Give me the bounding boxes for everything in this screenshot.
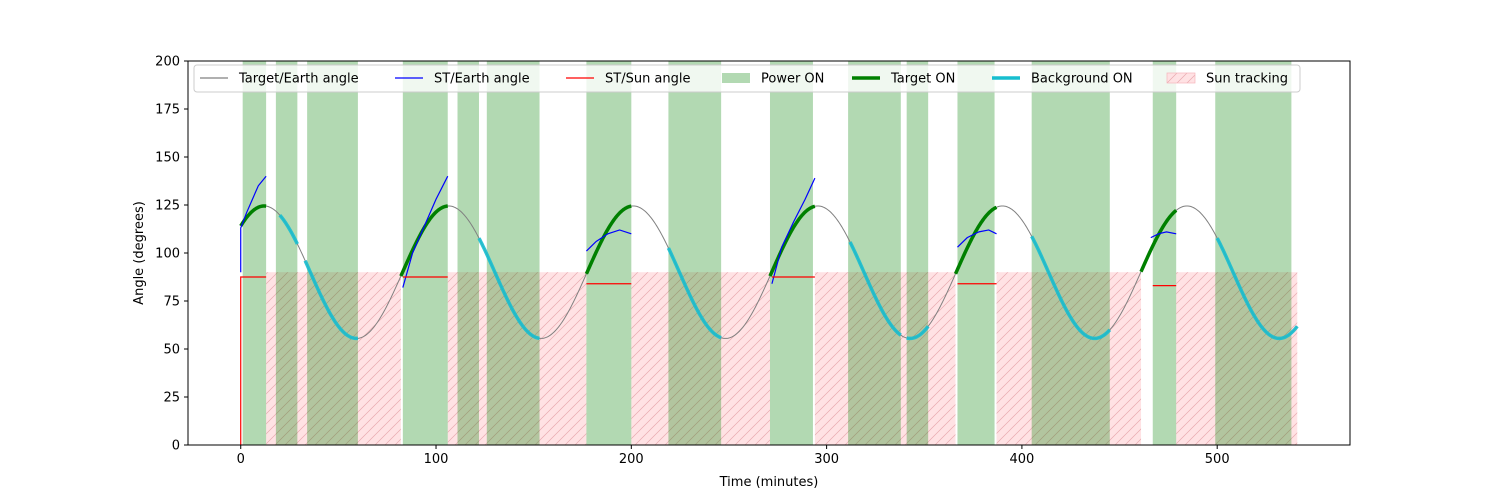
x-tick-label: 300 <box>814 452 839 467</box>
sun-tracking-region <box>266 272 401 445</box>
background-on-segment <box>1030 235 1112 341</box>
sun-tracking-layer <box>266 272 1298 445</box>
power-on-span <box>242 61 267 445</box>
legend-label: Target ON <box>890 72 955 87</box>
power-on-span <box>1031 61 1110 445</box>
y-tick-label: 100 <box>155 247 180 262</box>
st-earth-angle-segment <box>771 177 816 284</box>
x-tick-label: 200 <box>619 452 644 467</box>
legend-handle <box>722 73 750 83</box>
legend-box <box>193 64 1301 93</box>
power-on-span <box>307 61 358 445</box>
power-on-span <box>457 61 479 445</box>
sun-tracking-region <box>996 272 1142 445</box>
power-on-span <box>275 61 298 445</box>
power-on-span <box>1215 61 1292 445</box>
x-axis: 0 100 200 300 400 500 <box>237 445 1230 467</box>
y-tick-label: 0 <box>172 439 180 454</box>
power-on-span <box>586 61 632 445</box>
background-on-segment <box>848 241 902 337</box>
x-tick-label: 400 <box>1009 452 1034 467</box>
st-earth-angle-segment <box>957 229 997 248</box>
background-on-segment <box>1215 237 1299 341</box>
sun-tracking-region <box>447 272 587 445</box>
background-on-segment <box>278 213 299 245</box>
st-earth-angle-segment <box>585 229 632 252</box>
background-on-segment <box>477 237 540 341</box>
target-on-segment <box>953 205 998 275</box>
sun-tracking-region <box>814 272 956 445</box>
legend: Target/Earth angle ST/Earth angle ST/Sun a… <box>193 64 1301 93</box>
y-tick-label: 50 <box>163 343 180 358</box>
power-on-span <box>486 61 540 445</box>
power-on-span <box>1152 61 1177 445</box>
legend-label: Target/Earth angle <box>238 72 359 87</box>
background-on-segment <box>906 325 930 341</box>
legend-label: Sun tracking <box>1206 72 1288 87</box>
st-earth-angle-segment <box>402 175 449 288</box>
legend-label: Power ON <box>761 72 824 87</box>
st-earth-angle-segment <box>240 175 267 273</box>
background-on-segment <box>666 247 722 340</box>
y-axis: 0 25 50 75 100 125 150 175 200 <box>155 55 188 454</box>
legend-handle <box>1166 72 1196 84</box>
y-tick-label: 200 <box>155 55 180 70</box>
target-on-segment <box>584 204 632 275</box>
power-on-span <box>906 61 929 445</box>
sun-tracking-region <box>1176 272 1298 445</box>
x-tick-label: 100 <box>424 452 449 467</box>
x-tick-label: 0 <box>237 452 245 467</box>
y-tick-label: 25 <box>163 391 180 406</box>
x-tick-label: 500 <box>1205 452 1230 467</box>
power-on-span <box>668 61 722 445</box>
lines-layer <box>239 175 1299 445</box>
target-on-segment <box>239 204 267 227</box>
background-on-segment <box>303 259 359 341</box>
legend-label: ST/Earth angle <box>434 72 530 87</box>
target-on-segment <box>768 204 816 277</box>
legend-label: ST/Sun angle <box>605 72 691 87</box>
power-on-span <box>769 61 813 445</box>
st-sun-angle-segment <box>240 276 267 445</box>
y-tick-label: 175 <box>155 103 180 118</box>
x-axis-title: Time (minutes) <box>719 475 819 490</box>
y-tick-label: 150 <box>155 151 180 166</box>
power-on-layer <box>242 61 1292 445</box>
y-tick-label: 75 <box>163 295 180 310</box>
y-tick-label: 125 <box>155 199 180 214</box>
st-earth-angle-segment <box>1150 231 1177 239</box>
legend-label: Background ON <box>1031 72 1133 87</box>
sun-tracking-region <box>631 272 770 445</box>
y-axis-title: Angle (degrees) <box>132 201 147 305</box>
